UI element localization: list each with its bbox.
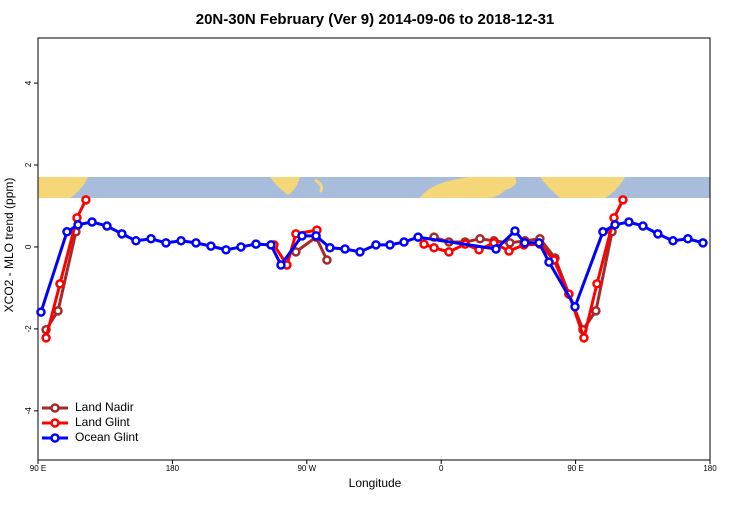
- point: [266, 240, 276, 250]
- point: [534, 238, 544, 248]
- map-strip: [38, 177, 710, 198]
- plot-frame: [37, 37, 711, 461]
- point: [638, 221, 648, 231]
- point: [73, 220, 83, 230]
- point: [311, 231, 321, 241]
- map-land: [270, 177, 300, 195]
- point: [236, 242, 246, 252]
- point: [429, 243, 439, 253]
- point: [653, 229, 663, 239]
- y-tick-label: -4: [24, 407, 33, 415]
- point: [610, 220, 620, 230]
- point: [618, 195, 628, 205]
- point: [570, 302, 580, 312]
- legend-marker: [50, 403, 60, 413]
- x-tick-label: 180: [166, 464, 180, 473]
- point: [297, 231, 307, 241]
- point: [475, 234, 485, 244]
- point: [505, 238, 515, 248]
- point: [544, 257, 554, 267]
- point: [413, 232, 423, 242]
- point: [206, 241, 216, 251]
- point: [399, 237, 409, 247]
- map-land: [420, 177, 517, 198]
- x-tick-label: 90 E: [30, 464, 46, 473]
- point: [251, 239, 261, 249]
- map-land: [314, 178, 324, 193]
- x-tick-label: 90 E: [567, 464, 583, 473]
- point: [598, 227, 608, 237]
- point: [385, 240, 395, 250]
- point: [146, 234, 156, 244]
- y-tick-label: -2: [24, 325, 33, 333]
- point: [291, 247, 301, 257]
- point: [36, 307, 46, 317]
- point: [161, 238, 171, 248]
- legend-label: Land Glint: [75, 415, 130, 429]
- point: [176, 236, 186, 246]
- point: [41, 333, 51, 343]
- point: [276, 260, 286, 270]
- legend-label: Land Nadir: [75, 400, 134, 414]
- y-tick-label: 0: [24, 244, 33, 249]
- point: [419, 239, 429, 249]
- point: [668, 236, 678, 246]
- point: [102, 221, 112, 231]
- point: [444, 247, 454, 257]
- point: [340, 244, 350, 254]
- series-line: [44, 199, 625, 344]
- point: [117, 229, 127, 239]
- chart-title: 20N-30N February (Ver 9) 2014-09-06 to 2…: [196, 11, 555, 28]
- legend-label: Ocean Glint: [75, 430, 139, 444]
- point: [591, 306, 601, 316]
- point: [510, 226, 520, 236]
- point: [624, 217, 634, 227]
- point: [504, 246, 514, 256]
- point: [325, 243, 335, 253]
- map-land: [540, 177, 625, 198]
- x-tick-label: 0: [439, 464, 444, 473]
- series-line: [39, 220, 704, 313]
- point: [62, 227, 72, 237]
- y-tick-label: 2: [24, 162, 33, 167]
- point: [131, 236, 141, 246]
- point: [322, 255, 332, 265]
- point: [698, 238, 708, 248]
- x-tick-label: 180: [703, 464, 717, 473]
- point: [81, 195, 91, 205]
- point: [371, 240, 381, 250]
- point: [592, 279, 602, 289]
- point: [53, 306, 63, 316]
- point: [579, 333, 589, 343]
- y-axis-label: XCO2 - MLO trend (ppm): [2, 178, 16, 313]
- x-axis-label: Longitude: [349, 476, 402, 490]
- point: [520, 238, 530, 248]
- point: [55, 279, 65, 289]
- map-land: [38, 177, 88, 198]
- x-tick-label: 90 W: [297, 464, 316, 473]
- point: [491, 244, 501, 254]
- legend-marker: [50, 418, 60, 428]
- point: [221, 245, 231, 255]
- map-ocean: [38, 177, 710, 198]
- y-tick-label: 4: [24, 80, 33, 85]
- point: [191, 238, 201, 248]
- point: [683, 234, 693, 244]
- point: [355, 247, 365, 257]
- point: [87, 217, 97, 227]
- legend-marker: [50, 433, 60, 443]
